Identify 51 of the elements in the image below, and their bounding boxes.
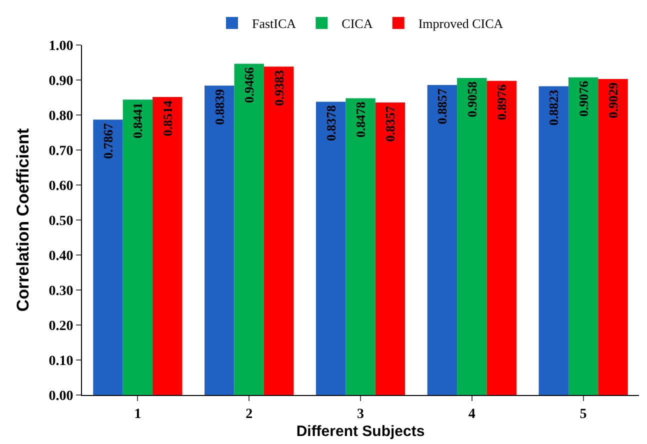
bar [598, 78, 628, 395]
bar [122, 100, 153, 395]
x-axis-title: Different Subjects [296, 422, 425, 440]
bar [264, 66, 294, 395]
data-label: 0.9383 [271, 70, 286, 106]
x-tick-label: 4 [468, 406, 476, 422]
y-axis-title: Correlation Coefficient [13, 128, 32, 312]
data-label: 0.7867 [100, 122, 116, 159]
y-tick-label: 0.60 [48, 178, 74, 194]
data-label: 0.9058 [464, 80, 480, 118]
bar [234, 64, 264, 395]
data-label: 0.8378 [323, 104, 338, 142]
bar [346, 98, 376, 395]
data-label: 0.9029 [606, 82, 621, 118]
bar [204, 86, 234, 395]
y-tick-label: 0.20 [48, 318, 74, 334]
y-tick-label: 0.80 [48, 108, 74, 124]
data-label: 0.8514 [160, 100, 175, 136]
data-label: 0.8857 [434, 88, 450, 124]
x-tick-label: 3 [357, 406, 364, 422]
y-tick-label: 0.40 [48, 248, 74, 264]
x-tick-label: 5 [580, 406, 587, 422]
bar [427, 85, 458, 395]
y-tick-label: 0.50 [48, 214, 74, 229]
y-tick-label: 0.70 [48, 144, 74, 159]
bar [93, 120, 123, 395]
bar [457, 78, 487, 395]
data-label: 0.9466 [242, 66, 257, 103]
data-label: 0.8441 [130, 102, 146, 138]
y-tick-label: 0.00 [48, 388, 74, 404]
bar [568, 77, 598, 395]
data-label: 0.8478 [353, 101, 368, 138]
legend-label: CICA [342, 16, 374, 32]
bar [152, 97, 182, 395]
data-label: 0.8976 [494, 84, 510, 120]
bar [375, 102, 406, 395]
y-tick-label: 1.00 [48, 38, 74, 54]
y-tick-label: 0.10 [48, 354, 74, 369]
data-label: 0.9076 [576, 80, 591, 117]
legend-label: FastICA [252, 16, 297, 32]
bar [486, 80, 516, 395]
y-tick-label: 0.90 [48, 74, 74, 89]
data-label: 0.8357 [382, 106, 398, 142]
data-label: 0.8823 [546, 89, 562, 126]
x-tick-label: 2 [246, 406, 253, 422]
legend-label: Improved CICA [418, 16, 504, 32]
x-tick-label: 1 [134, 406, 142, 422]
y-tick-label: 0.30 [48, 284, 74, 299]
data-label: 0.8839 [212, 88, 227, 125]
bar [538, 86, 568, 395]
bar [316, 102, 346, 395]
